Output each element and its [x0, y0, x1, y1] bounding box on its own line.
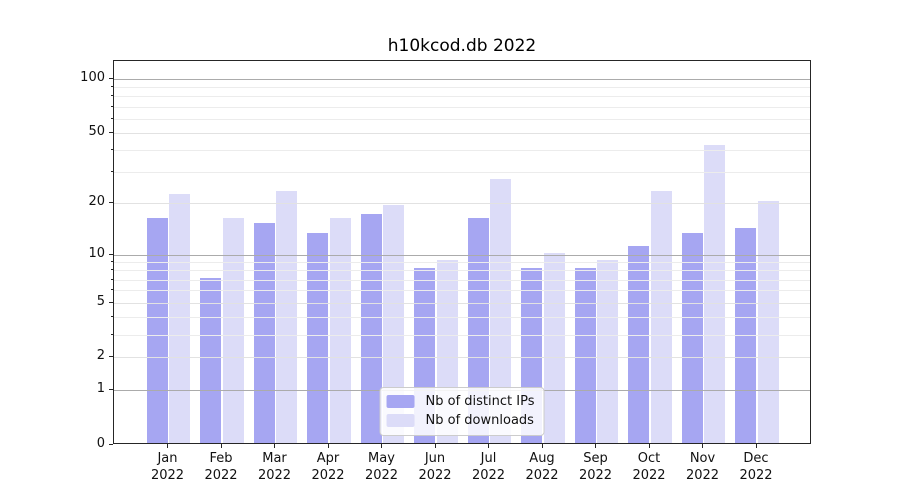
- x-tick-nov: [702, 443, 703, 448]
- x-tick-label-oct: Oct 2022: [632, 450, 666, 483]
- bar-downloads-dec: [757, 201, 779, 443]
- bar-downloads-feb: [222, 218, 244, 443]
- y-minor-tick-30: [110, 171, 113, 173]
- y-minor-tick-20: [110, 202, 113, 204]
- gridline-y-90: [114, 87, 810, 89]
- x-tick-label-jun: Jun 2022: [418, 450, 452, 483]
- gridline-y-20: [114, 203, 810, 205]
- y-tick-label-20: 20: [88, 194, 105, 210]
- bar-downloads-apr: [329, 218, 351, 443]
- gridline-y-6: [114, 290, 810, 292]
- x-tick-label-sep: Sep 2022: [578, 450, 613, 483]
- y-minor-tick-6: [110, 289, 113, 291]
- bar-distinct-ips-apr: [307, 233, 329, 443]
- x-tick-feb: [220, 443, 222, 448]
- y-minor-tick-80: [110, 95, 113, 97]
- y-tick-100: [109, 77, 113, 79]
- gridline-y-4: [114, 317, 810, 318]
- y-minor-tick-60: [110, 117, 113, 119]
- y-tick-label-1: 1: [96, 380, 105, 396]
- gridline-y-7: [114, 279, 810, 281]
- legend-swatch-distinct-ips: [386, 395, 415, 409]
- x-tick-label-may: May 2022: [364, 450, 399, 483]
- y-minor-tick-90: [110, 86, 113, 88]
- x-tick-label-feb: Feb 2022: [204, 450, 238, 483]
- gridline-y-60: [114, 118, 810, 120]
- gridline-y-8: [114, 270, 810, 272]
- bar-distinct-ips-jan: [146, 218, 168, 443]
- x-tick-label-apr: Apr 2022: [311, 450, 345, 483]
- x-tick-may: [381, 443, 382, 448]
- bar-distinct-ips-jul: [467, 218, 489, 443]
- x-tick-label-jan: Jan 2022: [150, 450, 185, 483]
- bar-downloads-aug: [543, 252, 565, 443]
- y-tick-1: [109, 388, 113, 390]
- y-minor-tick-9: [110, 261, 113, 263]
- bar-downloads-oct: [650, 190, 672, 443]
- x-tick-label-aug: Aug 2022: [525, 450, 559, 483]
- y-minor-tick-50: [110, 132, 113, 134]
- plot-area: Nb of distinct IPs Nb of downloads: [113, 60, 811, 444]
- bar-downloads-may: [383, 205, 405, 443]
- legend-label-distinct-ips: Nb of distinct IPs: [425, 394, 535, 410]
- x-tick-label-mar: Mar 2022: [257, 450, 292, 483]
- legend-label-downloads: Nb of downloads: [425, 412, 534, 428]
- bar-distinct-ips-sep: [574, 268, 596, 443]
- y-minor-tick-40: [110, 149, 113, 151]
- gridline-y-3: [114, 334, 810, 336]
- bar-downloads-jan: [169, 194, 191, 443]
- bar-downloads-jul: [490, 178, 512, 443]
- gridline-y-100: [114, 78, 810, 80]
- legend-item-downloads: Nb of downloads: [386, 411, 535, 430]
- gridline-y-70: [114, 106, 810, 108]
- bar-distinct-ips-oct: [628, 245, 650, 443]
- gridline-y-50: [114, 133, 810, 135]
- y-tick-label-0: 0: [96, 435, 105, 451]
- x-tick-oct: [648, 443, 650, 448]
- y-minor-tick-2: [110, 356, 113, 358]
- bar-downloads-mar: [276, 190, 298, 443]
- y-tick-0: [109, 443, 113, 445]
- legend-swatch-downloads: [386, 413, 415, 427]
- y-minor-tick-5: [110, 301, 113, 303]
- chart-title: h10kcod.db 2022: [387, 36, 537, 56]
- y-tick-label-2: 2: [96, 348, 105, 364]
- y-tick-label-10: 10: [88, 245, 105, 261]
- legend-item-distinct-ips: Nb of distinct IPs: [386, 393, 535, 412]
- x-tick-apr: [327, 443, 329, 448]
- bar-distinct-ips-nov: [681, 233, 703, 443]
- y-minor-tick-7: [110, 278, 113, 280]
- bar-downloads-nov: [704, 144, 726, 443]
- bar-downloads-sep: [597, 260, 619, 443]
- y-tick-label-50: 50: [88, 124, 105, 140]
- bar-distinct-ips-mar: [253, 222, 275, 443]
- y-minor-tick-3: [110, 333, 113, 335]
- y-minor-tick-70: [110, 105, 113, 107]
- x-tick-mar: [274, 443, 275, 448]
- x-tick-jan: [167, 443, 168, 448]
- gridline-y-5: [114, 302, 810, 304]
- x-tick-jul: [488, 443, 489, 448]
- x-tick-label-nov: Nov 2022: [685, 450, 720, 483]
- gridline-y-2: [114, 357, 810, 359]
- x-tick-jun: [434, 443, 436, 448]
- gridline-y-40: [114, 150, 810, 152]
- y-minor-tick-4: [110, 316, 113, 317]
- y-tick-label-5: 5: [96, 293, 105, 309]
- x-tick-label-jul: Jul 2022: [471, 450, 506, 483]
- y-tick-label-100: 100: [80, 69, 105, 85]
- gridline-y-9: [114, 262, 810, 264]
- gridline-y-80: [114, 96, 810, 98]
- x-tick-aug: [541, 443, 543, 448]
- y-minor-tick-8: [110, 269, 113, 271]
- x-tick-dec: [755, 443, 757, 448]
- x-tick-sep: [595, 443, 596, 448]
- y-tick-10: [109, 253, 113, 255]
- bar-distinct-ips-feb: [200, 277, 222, 443]
- gridline-y-10: [114, 254, 810, 256]
- gridline-y-30: [114, 172, 810, 174]
- legend: Nb of distinct IPs Nb of downloads: [379, 386, 545, 436]
- x-tick-label-dec: Dec 2022: [739, 450, 773, 483]
